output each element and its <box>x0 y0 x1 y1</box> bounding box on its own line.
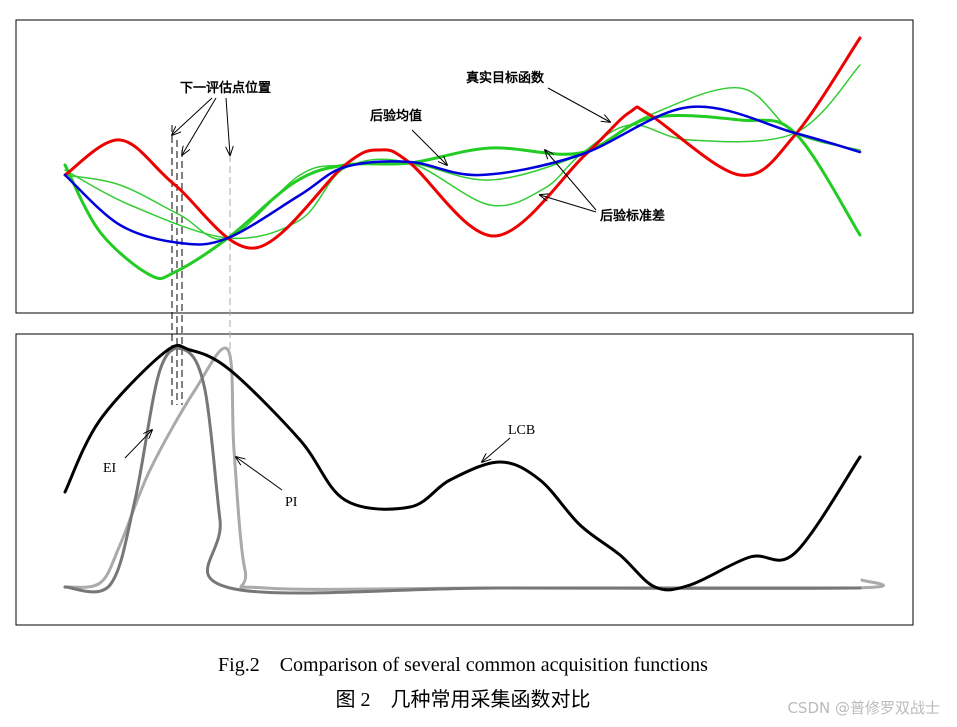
annotation: 后验标准差 <box>600 208 665 224</box>
true-function <box>63 36 862 250</box>
label: LCB <box>508 423 535 438</box>
annotation: 真实目标函数 <box>466 70 545 86</box>
label: EI <box>103 461 117 476</box>
lcb-curve <box>63 343 862 592</box>
arrows <box>124 87 610 491</box>
annotation: 下一评估点位置 <box>180 80 271 96</box>
label: PI <box>285 495 298 510</box>
top-panel <box>15 19 914 314</box>
caption-en: Fig.2 Comparison of several common acqui… <box>218 654 708 676</box>
posterior-mean <box>63 105 862 246</box>
annotation: 后验均值 <box>370 108 422 124</box>
watermark: CSDN @普修罗双战士 <box>787 699 940 717</box>
std-thin-lower <box>64 86 861 241</box>
std-thick <box>63 114 862 281</box>
bottom-panel <box>15 333 914 626</box>
std-thin-upper <box>64 64 861 240</box>
ei-curve <box>63 346 862 595</box>
caption-zh: 图 2 几种常用采集函数对比 <box>336 688 591 711</box>
